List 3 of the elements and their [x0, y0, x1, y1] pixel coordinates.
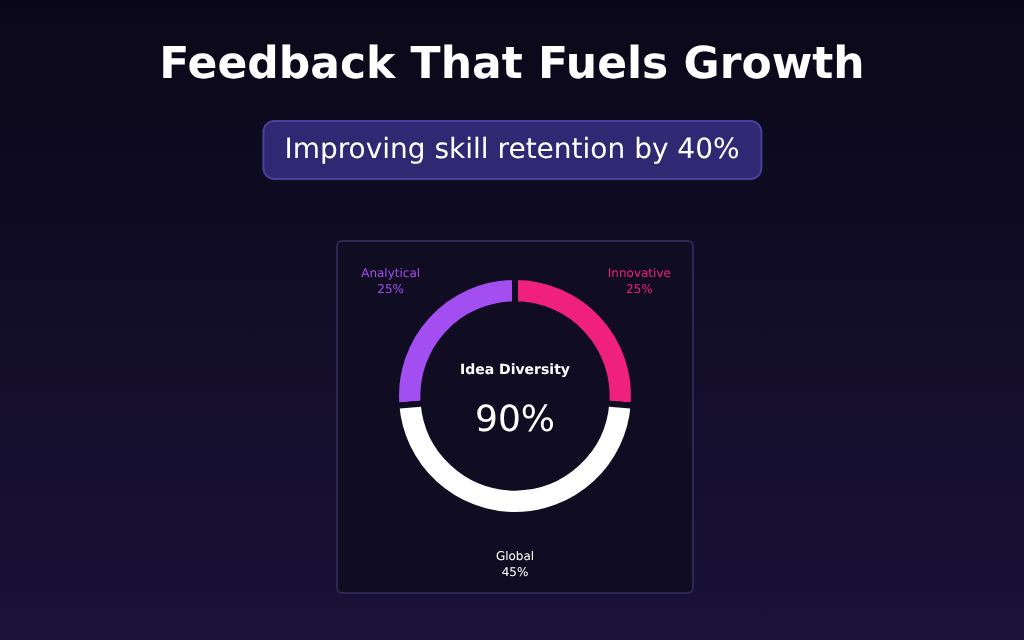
chart-subtitle: Improving skill retention by 40%	[262, 120, 762, 180]
text: 90%	[474, 399, 556, 442]
chart-title: Feedback That Fuels Growth	[157, 40, 867, 90]
